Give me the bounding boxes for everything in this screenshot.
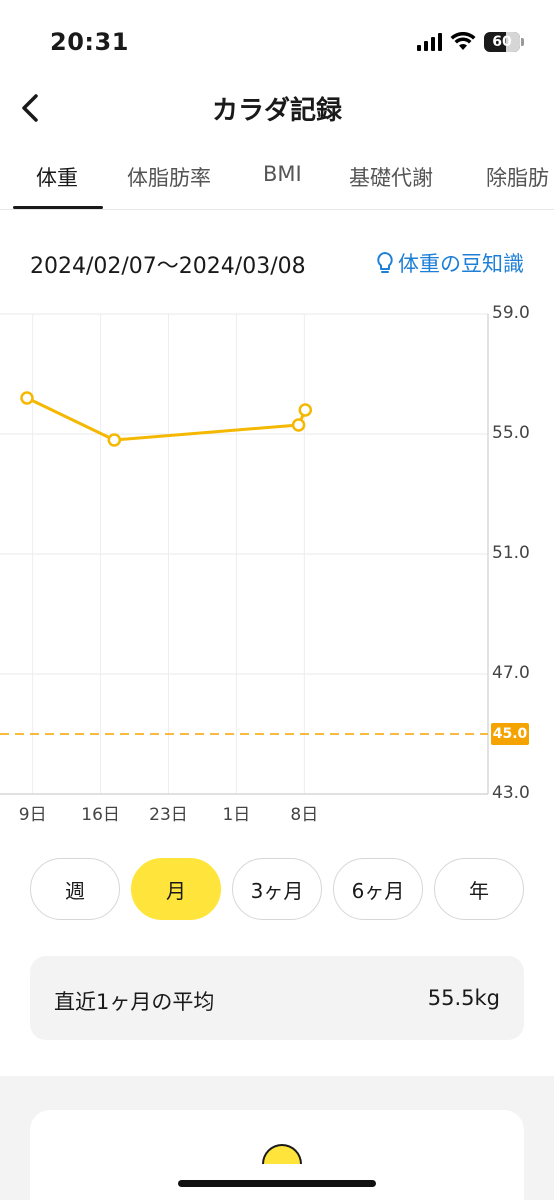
average-label: 直近1ヶ月の平均 <box>54 990 215 1014</box>
y-tick-label: 51.0 <box>492 543 530 563</box>
x-tick-label: 9日 <box>18 805 47 825</box>
y-tick-label: 59.0 <box>492 303 530 323</box>
date-range: 2024/02/07〜2024/03/08 <box>30 254 306 279</box>
battery-level: 60 <box>492 34 512 50</box>
bottom-section <box>0 1076 554 1200</box>
period-6month-button[interactable]: 6ヶ月 <box>333 858 423 920</box>
period-year-button[interactable]: 年 <box>434 858 524 920</box>
weight-chart-plot <box>0 313 489 795</box>
chevron-left-icon <box>22 94 38 122</box>
status-bar: 20:31 60 <box>0 0 554 80</box>
metric-tabs: 体重 体脂肪率 BMI 基礎代謝 除脂肪 <box>0 148 554 210</box>
data-point[interactable] <box>20 391 34 405</box>
x-tick-label: 23日 <box>149 805 188 825</box>
tab-weight[interactable]: 体重 <box>36 166 78 190</box>
tab-bmi[interactable]: BMI <box>263 162 302 186</box>
weight-line <box>26 396 307 442</box>
tab-basal-metabolism[interactable]: 基礎代謝 <box>349 166 433 190</box>
data-point[interactable] <box>298 403 313 417</box>
back-button[interactable] <box>8 86 52 130</box>
y-tick-label: 47.0 <box>492 663 530 683</box>
period-3month-button[interactable]: 3ヶ月 <box>232 858 322 920</box>
tab-body-fat[interactable]: 体脂肪率 <box>127 166 211 190</box>
x-tick-label: 1日 <box>222 805 251 825</box>
period-selector: 週 月 3ヶ月 6ヶ月 年 <box>30 858 524 920</box>
home-indicator <box>178 1180 376 1187</box>
tab-lean-mass[interactable]: 除脂肪 <box>486 166 549 190</box>
period-week-button[interactable]: 週 <box>30 858 120 920</box>
cellular-signal-icon <box>417 33 442 51</box>
average-card: 直近1ヶ月の平均 55.5kg <box>30 956 524 1040</box>
y-tick-label: 55.0 <box>492 423 530 443</box>
status-icons: 60 <box>417 32 524 52</box>
goal-weight-badge: 45.0 <box>491 723 529 745</box>
y-tick-label: 43.0 <box>492 783 530 803</box>
page-title: カラダ記録 <box>211 96 342 126</box>
active-tab-indicator <box>13 206 103 209</box>
period-month-button[interactable]: 月 <box>131 858 221 920</box>
header: カラダ記録 <box>0 80 554 136</box>
x-tick-label: 16日 <box>81 805 120 825</box>
weight-tips-link[interactable]: 体重の豆知識 <box>376 248 524 278</box>
battery-icon: 60 <box>484 32 524 52</box>
average-value: 55.5kg <box>427 986 500 1010</box>
weight-tips-label: 体重の豆知識 <box>398 252 524 276</box>
lightbulb-icon <box>377 252 393 273</box>
data-point[interactable] <box>107 433 122 447</box>
status-time: 20:31 <box>50 28 129 56</box>
wifi-icon <box>450 32 476 50</box>
weight-chart: 59.0 55.0 51.0 47.0 43.0 9日 16日 23日 1日 8日 45.0 <box>0 300 554 830</box>
data-point[interactable] <box>291 418 306 432</box>
x-tick-label: 8日 <box>290 805 319 825</box>
